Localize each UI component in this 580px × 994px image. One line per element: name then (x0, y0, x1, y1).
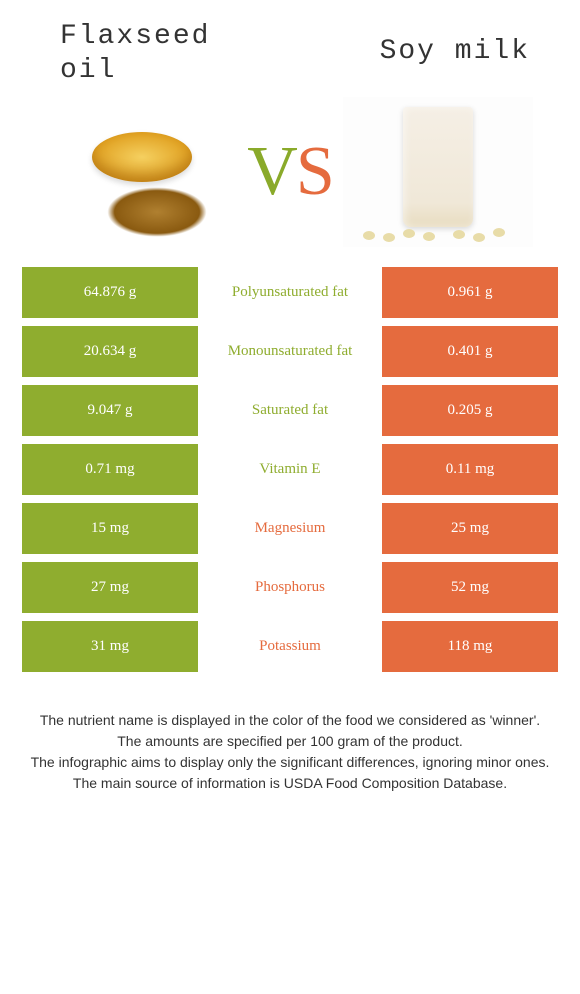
left-value: 27 mg (22, 562, 198, 613)
comparison-table: 64.876 gPolyunsaturated fat0.961 g 20.634… (22, 267, 558, 672)
images-row: VS (0, 87, 580, 267)
table-row: 0.71 mgVitamin E0.11 mg (22, 444, 558, 495)
right-value: 118 mg (382, 621, 558, 672)
nutrient-label: Magnesium (202, 503, 378, 554)
nutrient-label: Phosphorus (202, 562, 378, 613)
right-value: 52 mg (382, 562, 558, 613)
nutrient-label: Saturated fat (202, 385, 378, 436)
left-food-title: Flaxseed oil (30, 20, 295, 87)
footer-line-2: The amounts are specified per 100 gram o… (20, 731, 560, 752)
right-value: 0.205 g (382, 385, 558, 436)
right-value: 0.11 mg (382, 444, 558, 495)
footer-notes: The nutrient name is displayed in the co… (0, 680, 580, 794)
nutrient-label: Vitamin E (202, 444, 378, 495)
right-value: 0.401 g (382, 326, 558, 377)
vs-label: VS (247, 132, 333, 212)
footer-line-4: The main source of information is USDA F… (20, 773, 560, 794)
header: Flaxseed oil Soy milk (0, 0, 580, 87)
table-row: 15 mgMagnesium25 mg (22, 503, 558, 554)
nutrient-label: Potassium (202, 621, 378, 672)
footer-line-3: The infographic aims to display only the… (20, 752, 560, 773)
table-row: 31 mgPotassium118 mg (22, 621, 558, 672)
right-value: 25 mg (382, 503, 558, 554)
right-value: 0.961 g (382, 267, 558, 318)
left-value: 20.634 g (22, 326, 198, 377)
footer-line-1: The nutrient name is displayed in the co… (20, 710, 560, 731)
vs-s-letter: S (296, 133, 333, 210)
left-value: 9.047 g (22, 385, 198, 436)
table-row: 20.634 gMonounsaturated fat0.401 g (22, 326, 558, 377)
vs-v-letter: V (247, 133, 296, 210)
left-value: 31 mg (22, 621, 198, 672)
flaxseed-oil-image (47, 97, 237, 247)
table-row: 9.047 gSaturated fat0.205 g (22, 385, 558, 436)
soy-milk-image (343, 97, 533, 247)
left-value: 64.876 g (22, 267, 198, 318)
nutrient-label: Monounsaturated fat (202, 326, 378, 377)
table-row: 27 mgPhosphorus52 mg (22, 562, 558, 613)
left-value: 0.71 mg (22, 444, 198, 495)
table-row: 64.876 gPolyunsaturated fat0.961 g (22, 267, 558, 318)
left-value: 15 mg (22, 503, 198, 554)
nutrient-label: Polyunsaturated fat (202, 267, 378, 318)
right-food-title: Soy milk (295, 20, 550, 69)
